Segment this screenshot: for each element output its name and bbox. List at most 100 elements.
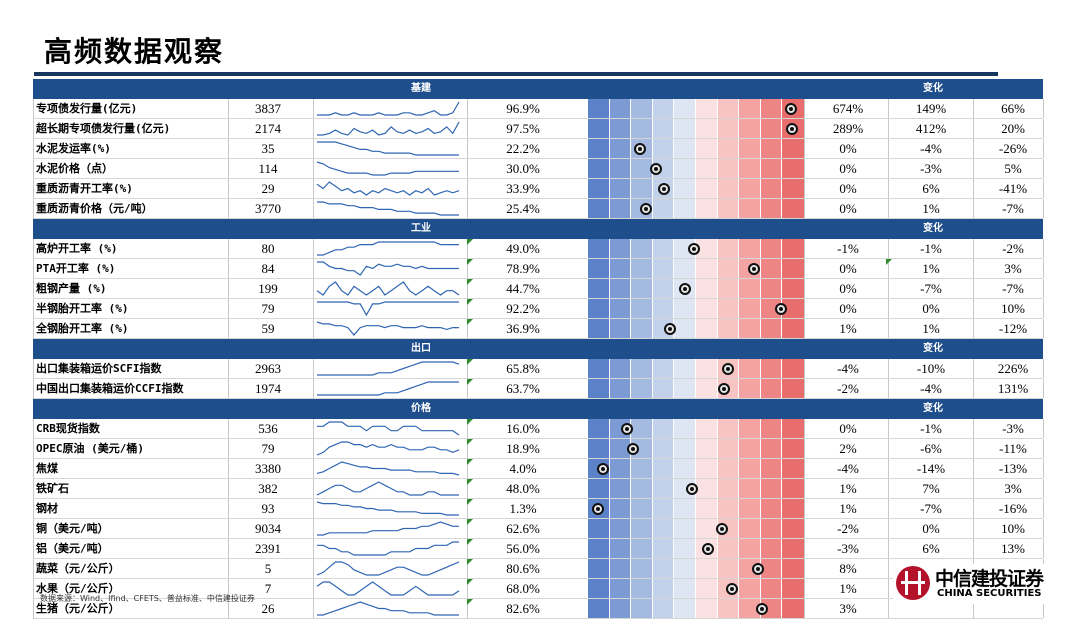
heat-bin	[609, 479, 632, 498]
heat-bin	[717, 559, 740, 578]
heat-bin	[782, 279, 804, 298]
heat-bin	[760, 419, 783, 438]
sparkline-chart	[316, 481, 459, 496]
column-divider	[888, 459, 889, 478]
column-divider	[228, 279, 229, 298]
heat-bin	[674, 559, 696, 578]
column-divider	[804, 439, 805, 458]
percentile-value: 97.5%	[506, 121, 540, 136]
percentile-marker-icon	[785, 122, 798, 135]
change-2: 6%	[922, 541, 940, 556]
latest-value: 382	[258, 481, 278, 496]
latest-value: 84	[261, 261, 275, 276]
heat-bin	[588, 199, 610, 218]
indicator-name: 重质沥青开工率(%)	[36, 182, 133, 195]
heat-bin	[588, 599, 610, 618]
heat-bin	[609, 259, 632, 278]
percentile-heat-strip	[588, 439, 804, 458]
heat-bin	[782, 539, 804, 558]
cell-comment-flag-icon	[467, 499, 473, 505]
change-2: -7%	[920, 281, 942, 296]
sparkline-path	[316, 501, 459, 516]
indicator-row: 水泥发运率(%) 35 22.2% 0% -4% -26%	[33, 139, 1044, 159]
latest-value: 3770	[255, 201, 281, 216]
heat-bin	[760, 559, 783, 578]
percentile-heat-strip	[588, 139, 804, 158]
heat-bin	[652, 459, 675, 478]
logo-text-en: CHINA SECURITIES	[937, 588, 1042, 599]
change-2: 1%	[922, 261, 940, 276]
column-divider	[33, 159, 34, 178]
heat-bin	[739, 299, 761, 318]
column-divider	[804, 119, 805, 138]
heat-bin	[609, 279, 632, 298]
column-divider	[1043, 199, 1044, 218]
column-divider	[804, 159, 805, 178]
change-column-header: 变化	[923, 403, 943, 414]
indicator-name: 铝（美元/吨）	[36, 542, 109, 555]
column-divider	[804, 479, 805, 498]
indicator-name: CRB现货指数	[36, 422, 100, 435]
heat-bin	[652, 359, 675, 378]
heat-bin	[696, 519, 718, 538]
change-column-header: 变化	[923, 223, 943, 234]
sparkline-path	[317, 121, 460, 136]
indicator-name: 钢材	[36, 502, 58, 515]
column-divider	[467, 379, 468, 398]
column-divider	[888, 439, 889, 458]
change-3: -2%	[1002, 241, 1024, 256]
column-divider	[467, 99, 468, 118]
change-3: 3%	[1004, 261, 1022, 276]
indicator-name: 铜（美元/吨）	[36, 522, 109, 535]
heat-bin	[588, 159, 610, 178]
column-divider	[228, 579, 229, 598]
heat-bin	[782, 199, 804, 218]
cell-comment-flag-icon	[886, 259, 892, 265]
percentile-value: 33.9%	[506, 181, 540, 196]
indicator-row: 钢材 93 1.3% 1% -7% -16%	[33, 499, 1044, 519]
change-2: -14%	[916, 461, 946, 476]
heat-bin	[588, 579, 610, 598]
percentile-heat-strip	[588, 159, 804, 178]
sparkline-path	[317, 261, 459, 276]
latest-value: 79	[261, 301, 275, 316]
sparkline-chart	[317, 141, 459, 156]
column-divider	[888, 499, 889, 518]
indicator-row: 高炉开工率 (%) 80 49.0% -1% -1% -2%	[33, 239, 1044, 259]
percentile-value: 62.6%	[506, 521, 540, 536]
column-divider	[467, 159, 468, 178]
heat-bin	[717, 419, 740, 438]
heat-bin	[760, 519, 783, 538]
heat-bin	[631, 499, 653, 518]
heat-bin	[760, 359, 783, 378]
percentile-heat-strip	[588, 419, 804, 438]
logo-text-cn: 中信建投证券	[935, 568, 1044, 590]
latest-value: 2174	[255, 121, 281, 136]
column-divider	[313, 459, 314, 478]
heat-bin	[652, 199, 675, 218]
heat-bin	[631, 579, 653, 598]
heat-bin	[609, 99, 632, 118]
column-divider	[804, 579, 805, 598]
column-divider	[973, 239, 974, 258]
sparkline-path	[316, 481, 459, 496]
column-divider	[33, 499, 34, 518]
percentile-heat-strip	[588, 239, 804, 258]
heat-bin	[588, 179, 610, 198]
heat-bin	[739, 479, 761, 498]
sparkline-chart	[317, 201, 459, 216]
sparkline-path	[316, 561, 460, 576]
percentile-value: 96.9%	[506, 101, 540, 116]
heat-bin	[588, 559, 610, 578]
latest-value: 79	[261, 441, 275, 456]
heat-bin	[588, 239, 610, 258]
column-divider	[313, 139, 314, 158]
change-3: -7%	[1002, 201, 1024, 216]
column-divider	[973, 379, 974, 398]
heat-bin	[652, 559, 675, 578]
percentile-heat-strip	[588, 499, 804, 518]
column-divider	[888, 539, 889, 558]
column-divider	[33, 539, 34, 558]
heat-bin	[631, 599, 653, 618]
column-divider	[228, 199, 229, 218]
